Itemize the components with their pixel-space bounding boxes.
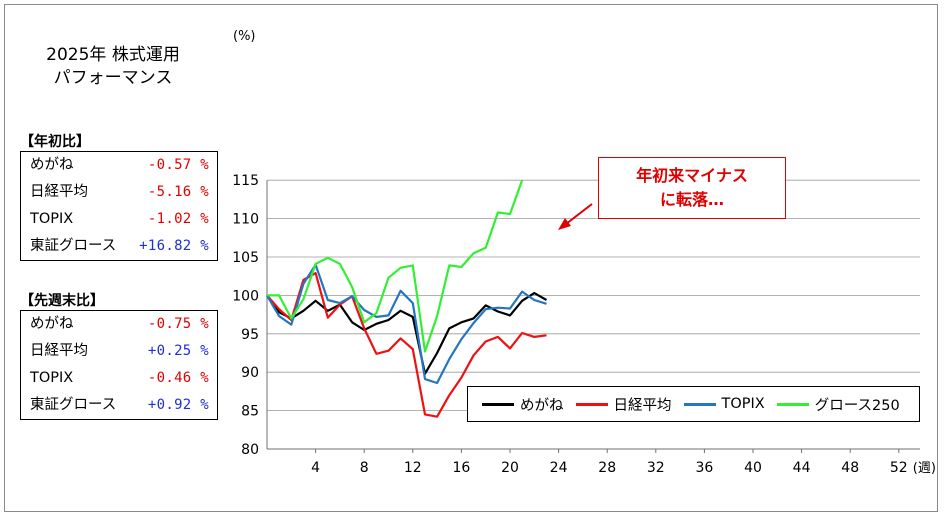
wow-row: 日経平均 +0.25 % [21,338,217,365]
legend-label: TOPIX [721,396,765,412]
wow-section-label: 【先週末比】 [20,293,104,309]
y-tick-label: 85 [241,404,259,420]
legend-label: グロース250 [814,397,900,414]
x-tick-label: 12 [404,460,422,476]
x-tick-label: 36 [695,460,713,476]
x-tick-label: 20 [501,460,519,476]
legend-swatch [776,402,809,406]
x-tick-label: 28 [598,460,616,476]
x-tick-label: 32 [647,460,665,476]
wow-row-value: -0.46 % [147,370,209,386]
x-tick-label: 4 [311,460,320,476]
x-tick-label: 44 [793,460,811,476]
wow-row: TOPIX -0.46 % [21,365,217,392]
x-tick-label: 52 [890,460,908,476]
annotation-callout: 年初来マイナス に転落… [598,157,786,219]
x-axis-unit-label: (週) [913,461,936,476]
series-line-3 [267,179,524,353]
ytd-row: TOPIX -1.02 % [21,206,217,233]
series-line-1 [266,272,547,418]
ytd-table: めがね -0.57 % 日経平均 -5.16 % TOPIX -1.02 % 東… [20,151,218,261]
ytd-row-value: -0.57 % [147,157,209,173]
x-tick-label: 40 [744,460,762,476]
ytd-row: めがね -0.57 % [21,152,217,179]
y-axis-label: (%) [233,29,256,44]
legend-label: めがね [520,397,564,414]
y-tick-label: 115 [232,173,259,189]
legend-label: 日経平均 [613,397,672,414]
legend-swatch [575,402,608,406]
ytd-row-value: -1.02 % [147,211,209,227]
ytd-row-name: 東証グロース [30,238,117,254]
summary-title: 2025年 株式運用 パフォーマンス [38,44,188,90]
x-tick-label: 8 [360,460,369,476]
y-tick-label: 95 [241,327,259,343]
legend-swatch [482,402,514,406]
callout-arrow [565,203,593,225]
legend-item: TOPIX [683,396,765,412]
x-tick-label: 16 [452,460,470,476]
y-tick-label: 80 [241,442,259,458]
ytd-row-value: -5.16 % [147,184,209,200]
annotation-line2: に転落… [659,190,724,209]
y-tick-label: 105 [232,250,259,266]
legend-item: めがね [482,394,564,415]
x-tick-label: 24 [550,460,568,476]
wow-row-name: 東証グロース [30,397,117,413]
x-tick-label: 48 [841,460,859,476]
wow-row-value: +0.92 % [147,397,209,413]
ytd-row-name: めがね [30,157,74,173]
wow-row-value: -0.75 % [147,316,209,332]
wow-row: 東証グロース +0.92 % [21,392,217,419]
annotation-line1: 年初来マイナス [636,166,748,185]
wow-row: めがね -0.75 % [21,311,217,338]
callout-arrow-head [558,218,571,230]
y-tick-label: 110 [232,212,259,228]
ytd-row-value: +16.82 % [139,238,209,254]
ytd-row-name: TOPIX [30,211,74,227]
wow-row-value: +0.25 % [147,343,209,359]
legend-item: 日経平均 [575,394,672,415]
ytd-row: 日経平均 -5.16 % [21,179,217,206]
wow-row-name: 日経平均 [30,343,88,359]
y-tick-label: 100 [232,288,259,304]
legend-item: グロース250 [776,394,900,415]
ytd-row-name: 日経平均 [30,184,88,200]
chart-legend: めがね 日経平均 TOPIX グロース250 [467,386,920,422]
wow-row-name: めがね [30,316,74,332]
legend-swatch [683,402,716,406]
ytd-row: 東証グロース +16.82 % [21,233,217,260]
summary-title-line2: パフォーマンス [53,68,173,88]
wow-row-name: TOPIX [30,370,74,386]
ytd-section-label: 【年初比】 [20,134,90,150]
series-line-0 [266,292,548,375]
y-tick-label: 90 [241,365,259,381]
wow-table: めがね -0.75 % 日経平均 +0.25 % TOPIX -0.46 % 東… [20,310,218,420]
summary-title-line1: 2025年 株式運用 [46,45,180,65]
